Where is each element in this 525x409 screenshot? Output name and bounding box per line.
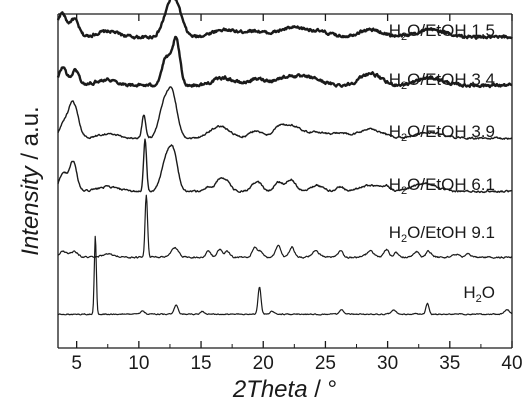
series-labels: H2O/EtOH 1.5 H2O/EtOH 3.4 H2O/EtOH 3.9 H2O/… [389, 21, 495, 305]
x-tick-label: 30 [377, 353, 398, 374]
series-lines [56, 0, 513, 316]
x-tick-label: 20 [253, 353, 274, 374]
series-label: H2O [463, 283, 495, 305]
x-tick-label: 15 [190, 353, 211, 374]
series-line [57, 235, 513, 316]
plot-frame [57, 13, 513, 349]
x-tick-label: 25 [315, 353, 336, 374]
series-line [56, 35, 513, 89]
x-ticks: 5 10 15 20 25 30 35 40 [71, 14, 523, 374]
y-axis-title: Intensity / a.u. [17, 106, 44, 255]
series-label: H2O/EtOH 3.9 [389, 122, 495, 144]
x-tick-label: 40 [501, 353, 522, 374]
x-axis-title: 2Theta / ° [232, 376, 337, 403]
series-label: H2O/EtOH 1.5 [389, 21, 495, 43]
series-line [58, 194, 513, 259]
series-line [57, 86, 513, 140]
x-tick-label: 5 [71, 353, 82, 374]
series-line [56, 0, 513, 40]
series-label: H2O/EtOH 3.4 [389, 70, 495, 92]
series-line [57, 138, 513, 194]
x-tick-label: 10 [128, 353, 149, 374]
series-label: H2O/EtOH 9.1 [389, 223, 495, 245]
series-label: H2O/EtOH 6.1 [389, 175, 495, 197]
x-tick-label: 35 [439, 353, 460, 374]
